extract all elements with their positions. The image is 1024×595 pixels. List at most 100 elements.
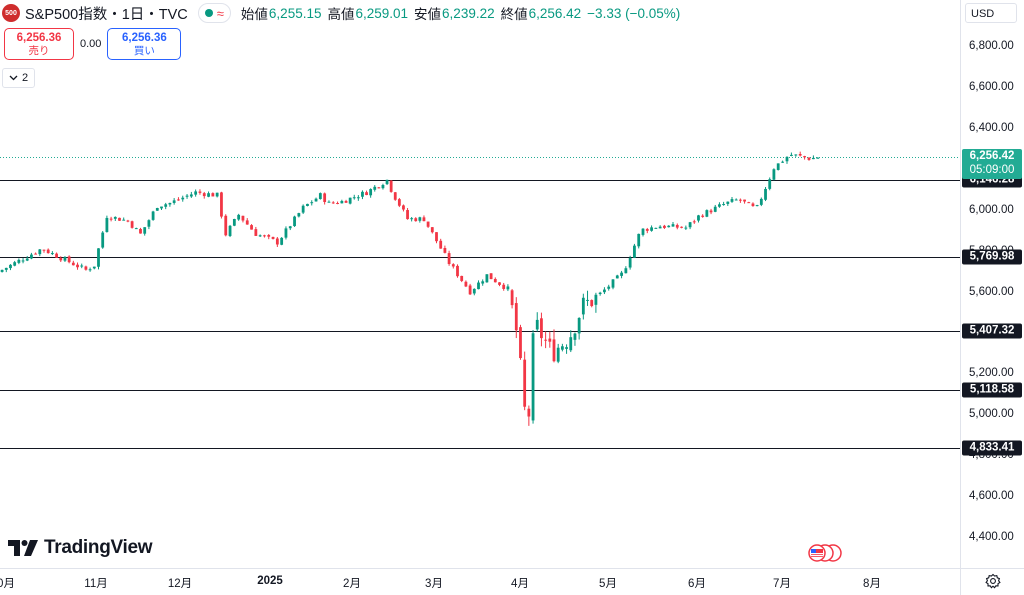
candle[interactable]: [675, 223, 679, 230]
candle[interactable]: [590, 299, 594, 308]
candle[interactable]: [807, 157, 811, 161]
candle[interactable]: [523, 351, 527, 411]
candle[interactable]: [241, 215, 245, 223]
candle[interactable]: [468, 283, 472, 295]
candle[interactable]: [38, 248, 42, 257]
candle[interactable]: [628, 255, 632, 270]
candle[interactable]: [348, 197, 352, 205]
candle[interactable]: [594, 292, 598, 313]
candle[interactable]: [134, 227, 138, 230]
candle[interactable]: [71, 260, 75, 266]
candle[interactable]: [365, 190, 368, 196]
level-price-tag[interactable]: 5,407.32: [962, 323, 1022, 339]
candle[interactable]: [426, 221, 430, 228]
candle[interactable]: [794, 154, 798, 157]
gear-icon[interactable]: [985, 573, 1001, 589]
candle[interactable]: [336, 201, 339, 205]
candle[interactable]: [489, 273, 493, 280]
candle[interactable]: [155, 207, 159, 211]
candle[interactable]: [671, 222, 675, 227]
candle[interactable]: [202, 191, 206, 199]
candle[interactable]: [301, 204, 305, 214]
candle[interactable]: [254, 226, 258, 237]
candle[interactable]: [663, 224, 666, 229]
candle[interactable]: [151, 210, 155, 221]
candle[interactable]: [168, 202, 172, 207]
candle[interactable]: [785, 156, 789, 164]
level-price-tag[interactable]: 5,769.98: [962, 249, 1022, 265]
candle[interactable]: [177, 197, 180, 201]
candle[interactable]: [228, 224, 232, 238]
candle[interactable]: [556, 343, 560, 364]
candle[interactable]: [812, 155, 815, 160]
candle[interactable]: [435, 232, 438, 244]
candle[interactable]: [258, 234, 262, 237]
economic-events-icon[interactable]: [806, 544, 842, 562]
candle[interactable]: [139, 227, 142, 234]
candle[interactable]: [310, 200, 314, 206]
candle[interactable]: [314, 197, 318, 202]
candle[interactable]: [798, 151, 802, 157]
candle[interactable]: [738, 198, 742, 203]
candle[interactable]: [194, 189, 198, 197]
candle[interactable]: [126, 219, 130, 223]
tradingview-watermark[interactable]: TradingView: [8, 537, 153, 559]
candle[interactable]: [481, 279, 485, 286]
candle[interactable]: [122, 217, 126, 221]
candle[interactable]: [577, 317, 581, 340]
candle[interactable]: [764, 186, 767, 202]
candle[interactable]: [297, 212, 301, 218]
candle[interactable]: [46, 248, 50, 254]
candle[interactable]: [361, 190, 364, 200]
candle[interactable]: [198, 189, 202, 195]
candle[interactable]: [393, 191, 397, 201]
candle[interactable]: [705, 209, 709, 218]
candle[interactable]: [772, 168, 776, 181]
candle[interactable]: [306, 203, 309, 207]
candle[interactable]: [581, 293, 585, 320]
candle[interactable]: [293, 215, 296, 227]
candle[interactable]: [185, 193, 189, 199]
candle[interactable]: [460, 275, 464, 283]
candle[interactable]: [377, 187, 381, 189]
candle[interactable]: [451, 263, 455, 269]
candle[interactable]: [531, 330, 535, 424]
candle[interactable]: [109, 216, 113, 222]
candle[interactable]: [697, 214, 700, 223]
candle[interactable]: [667, 225, 671, 228]
candle[interactable]: [143, 227, 147, 236]
candle[interactable]: [586, 290, 589, 306]
candle[interactable]: [477, 280, 480, 290]
price-axis[interactable]: USD 6,800.006,600.006,400.006,000.005,80…: [960, 0, 1024, 568]
candle[interactable]: [816, 157, 820, 159]
candle[interactable]: [84, 265, 88, 271]
candle[interactable]: [59, 256, 63, 263]
candle[interactable]: [232, 218, 236, 227]
candle[interactable]: [9, 264, 12, 271]
candle[interactable]: [439, 238, 443, 249]
candle[interactable]: [506, 284, 510, 292]
candle[interactable]: [389, 180, 393, 193]
level-price-tag[interactable]: 4,833.41: [962, 440, 1022, 456]
candle[interactable]: [130, 220, 134, 229]
candle[interactable]: [263, 234, 266, 238]
candle[interactable]: [430, 227, 434, 234]
candle[interactable]: [502, 282, 506, 291]
candle[interactable]: [560, 343, 564, 352]
candle[interactable]: [658, 225, 662, 229]
candle[interactable]: [318, 192, 322, 200]
candle[interactable]: [688, 221, 692, 230]
candle[interactable]: [344, 199, 348, 203]
candle[interactable]: [447, 250, 451, 266]
candle[interactable]: [768, 177, 772, 191]
candle[interactable]: [790, 152, 793, 157]
candle[interactable]: [743, 199, 746, 204]
candle[interactable]: [747, 201, 751, 204]
candle[interactable]: [611, 279, 615, 290]
candle[interactable]: [25, 256, 29, 262]
candle[interactable]: [422, 215, 426, 222]
indicators-toggle-button[interactable]: 2: [2, 68, 36, 88]
candle[interactable]: [118, 217, 121, 221]
candle[interactable]: [569, 330, 573, 353]
candle[interactable]: [510, 288, 514, 309]
